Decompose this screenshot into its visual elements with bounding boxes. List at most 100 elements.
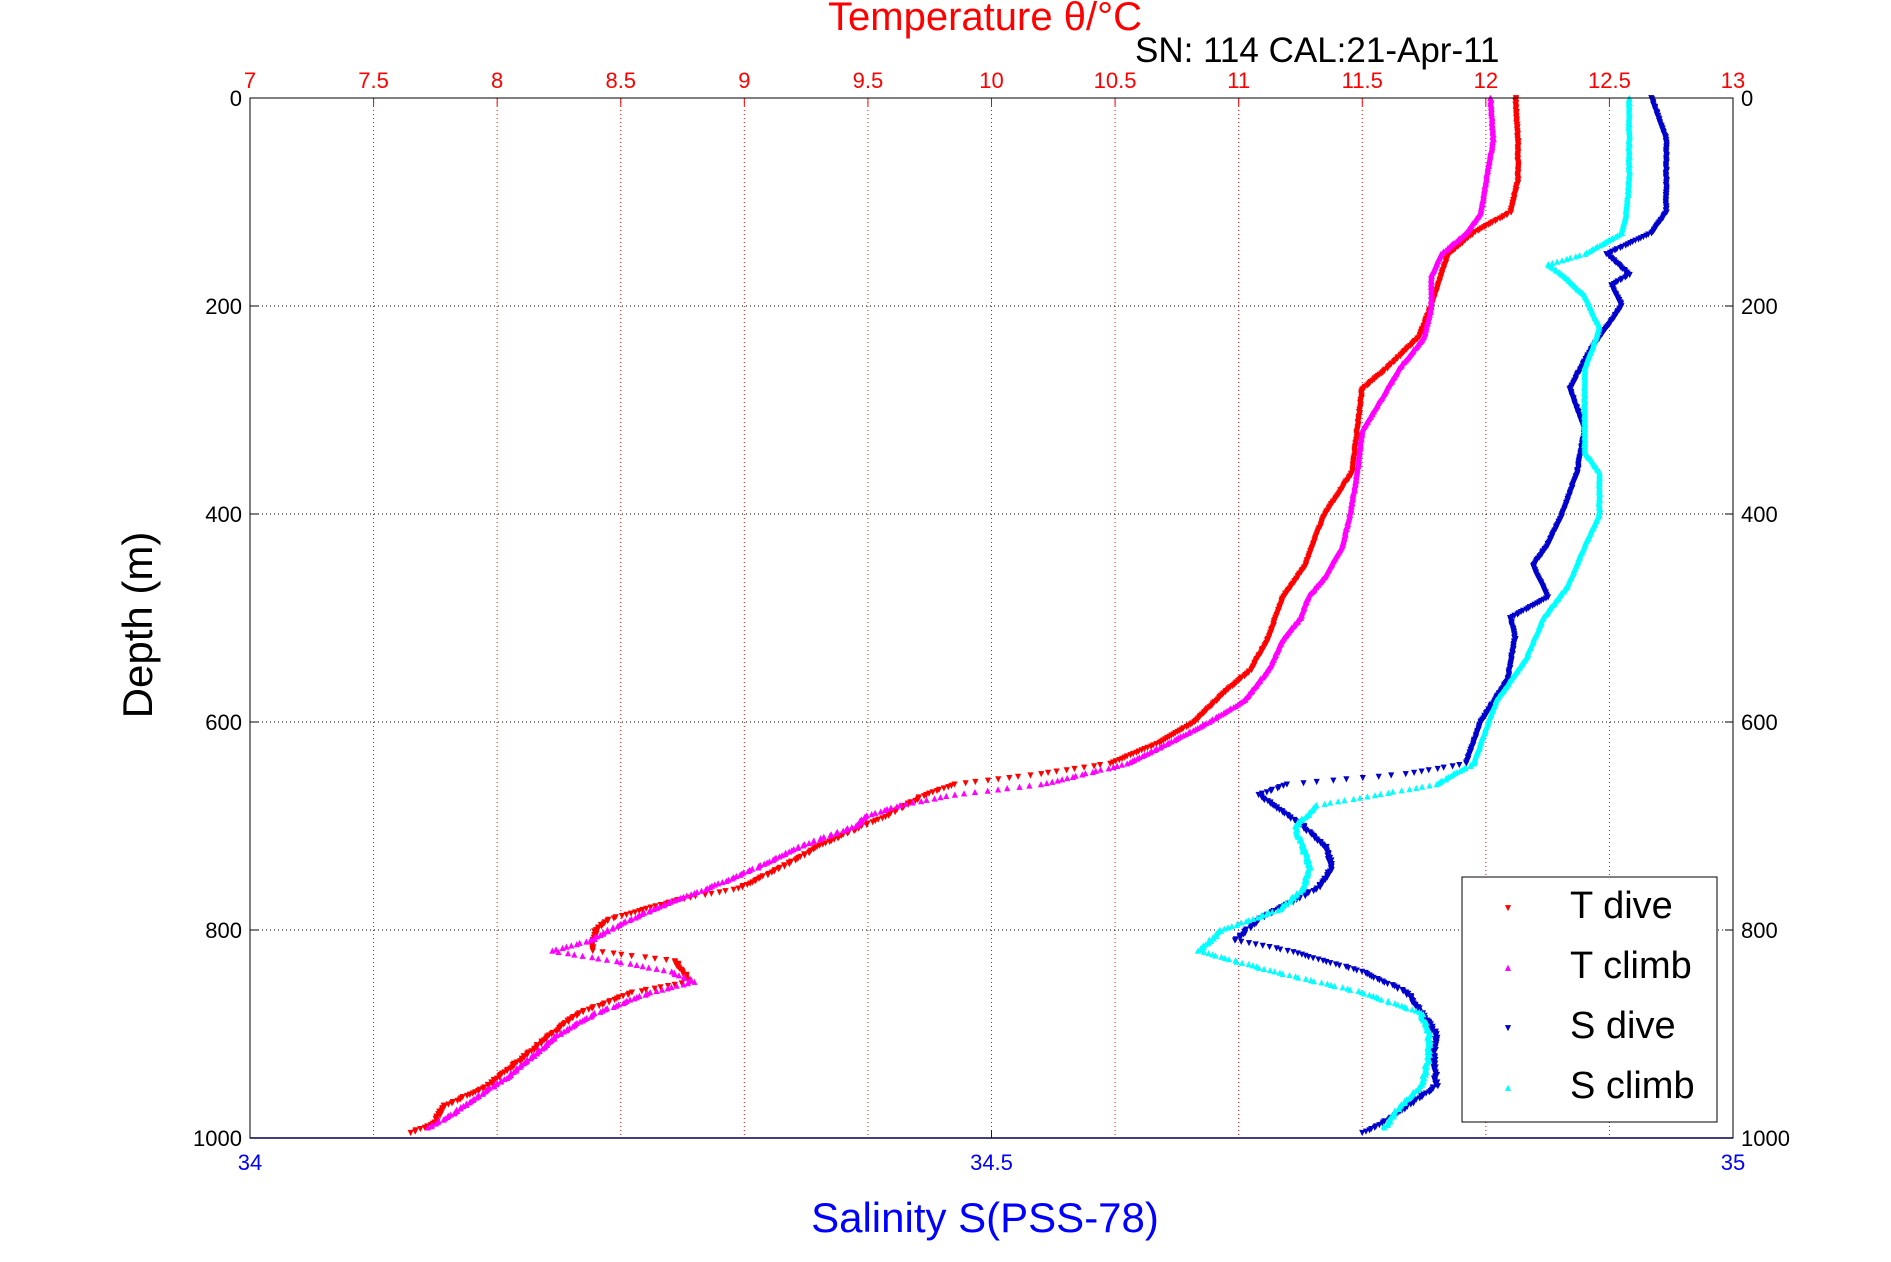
- data-point: [1038, 782, 1043, 787]
- data-point: [1435, 766, 1440, 771]
- data-point: [1007, 775, 1012, 780]
- temperature-tick-label: 12: [1474, 68, 1498, 93]
- data-point: [938, 795, 943, 800]
- data-point: [1426, 768, 1431, 773]
- data-point: [731, 887, 736, 892]
- data-point: [413, 1129, 418, 1134]
- data-point: [1390, 789, 1395, 794]
- data-point: [1229, 924, 1234, 929]
- data-point: [1260, 943, 1265, 948]
- data-point: [639, 989, 644, 994]
- depth-tick-label-left: 800: [205, 918, 242, 943]
- data-point: [1278, 947, 1283, 952]
- data-point: [1559, 258, 1564, 263]
- data-point: [1360, 775, 1365, 780]
- data-point: [1082, 765, 1087, 770]
- data-point: [606, 1000, 611, 1005]
- data-point: [1017, 784, 1022, 789]
- data-point: [1054, 769, 1059, 774]
- data-point: [1419, 784, 1424, 789]
- data-point: [624, 912, 629, 917]
- temperature-tick-label: 11.5: [1342, 68, 1383, 93]
- data-point: [1407, 787, 1412, 792]
- data-point: [1239, 960, 1244, 965]
- data-point: [661, 968, 666, 973]
- data-point: [584, 939, 589, 944]
- data-point: [1464, 761, 1469, 766]
- data-point: [590, 955, 595, 960]
- data-point: [1316, 957, 1321, 962]
- data-point: [628, 911, 633, 916]
- data-point: [1281, 783, 1286, 788]
- data-point: [1119, 762, 1124, 767]
- depth-tick-label-left: 0: [230, 86, 242, 111]
- data-point: [1072, 766, 1077, 771]
- temperature-tick-label: 8.5: [605, 68, 636, 93]
- data-point: [1336, 799, 1341, 804]
- data-point: [1005, 786, 1010, 791]
- data-point: [1342, 798, 1347, 803]
- data-point: [1395, 986, 1400, 991]
- data-point: [633, 910, 638, 915]
- data-point: [619, 952, 624, 957]
- data-point: [1261, 967, 1266, 972]
- data-point: [972, 790, 977, 795]
- data-point: [1064, 768, 1069, 773]
- data-point: [643, 955, 648, 960]
- data-point: [1246, 940, 1251, 945]
- data-point: [1351, 796, 1356, 801]
- data-point: [1331, 778, 1336, 783]
- data-point: [765, 872, 770, 877]
- data-point: [572, 952, 577, 957]
- data-point: [1385, 981, 1390, 986]
- data-point: [1206, 951, 1211, 956]
- data-point: [973, 779, 978, 784]
- data-point: [1328, 800, 1333, 805]
- y-axis-title: Depth (m): [114, 532, 161, 719]
- temperature-tick-label: 10: [979, 68, 1003, 93]
- data-point: [1441, 765, 1446, 770]
- data-point: [1314, 779, 1319, 784]
- data-point: [1027, 783, 1032, 788]
- data-point: [1060, 777, 1065, 782]
- data-point: [1295, 951, 1300, 956]
- data-point: [1239, 939, 1244, 944]
- data-point: [586, 1007, 591, 1012]
- data-point: [924, 797, 929, 802]
- depth-tick-label-right: 400: [1741, 502, 1778, 527]
- data-point: [629, 953, 634, 958]
- data-point: [961, 791, 966, 796]
- data-point: [880, 816, 885, 821]
- data-point: [1267, 944, 1272, 949]
- data-point: [1322, 801, 1327, 806]
- data-point: [1287, 973, 1292, 978]
- legend-label: T dive: [1570, 885, 1673, 927]
- data-point: [1357, 795, 1362, 800]
- data-point: [596, 956, 601, 961]
- data-point: [1414, 785, 1419, 790]
- temperature-tick-label: 10.5: [1094, 68, 1137, 93]
- salinity-axis-title: Salinity S(PSS-78): [811, 1194, 1159, 1241]
- data-point: [1044, 781, 1049, 786]
- data-point: [654, 966, 659, 971]
- data-point: [1550, 261, 1555, 266]
- data-point: [782, 864, 787, 869]
- data-point: [1354, 968, 1359, 973]
- data-point: [1306, 954, 1311, 959]
- data-point: [418, 1126, 423, 1131]
- data-point: [941, 786, 946, 791]
- data-point: [932, 796, 937, 801]
- data-point: [1065, 776, 1070, 781]
- data-point: [1050, 779, 1055, 784]
- temperature-tick-label: 7: [244, 68, 256, 93]
- data-point: [723, 888, 728, 893]
- data-point: [1340, 985, 1345, 990]
- data-point: [1386, 790, 1391, 795]
- temperature-tick-label: 9: [738, 68, 750, 93]
- data-point: [1291, 949, 1296, 954]
- data-point: [709, 891, 714, 896]
- series-t-climb: [425, 95, 1496, 1130]
- data-point: [1268, 968, 1273, 973]
- data-point: [408, 1130, 413, 1135]
- data-point: [1427, 783, 1432, 788]
